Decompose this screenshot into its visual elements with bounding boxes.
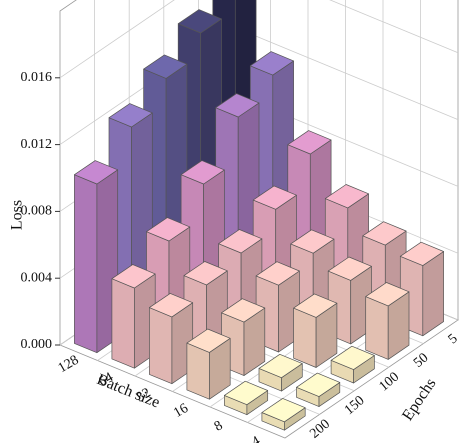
z-tick-label: 0.016 xyxy=(21,70,53,85)
bar-top xyxy=(362,221,407,246)
bar-top xyxy=(143,54,188,79)
y-tick-label: 8 xyxy=(212,418,226,434)
bar-top xyxy=(215,93,260,118)
y-tick-label: 4 xyxy=(249,434,263,443)
z-tick-label: 0.012 xyxy=(21,137,53,152)
z-tick-label: 0.004 xyxy=(21,270,53,285)
bar-top xyxy=(149,293,194,318)
bar-top xyxy=(111,264,156,289)
bar-top xyxy=(330,345,375,370)
bar-top xyxy=(324,184,369,209)
bar-top xyxy=(186,328,231,353)
grid-line xyxy=(59,0,459,79)
bar-top xyxy=(365,282,410,307)
bar-side xyxy=(74,174,98,354)
bar-top xyxy=(224,380,269,406)
bar-top xyxy=(249,51,294,76)
bar-side xyxy=(186,342,210,400)
bar-top xyxy=(261,398,306,423)
z-tick-label: 0.000 xyxy=(21,337,53,352)
bar-top xyxy=(255,261,300,286)
bar-top xyxy=(290,229,335,254)
z-axis-label: Loss xyxy=(9,200,26,230)
bar-top xyxy=(183,261,228,286)
bar-side xyxy=(365,296,389,360)
y-tick-label: 128 xyxy=(56,353,82,376)
bar-side xyxy=(111,278,135,369)
bar-top xyxy=(221,298,266,323)
bar-top xyxy=(180,160,225,185)
y-tick-label: 64 xyxy=(96,370,116,390)
bar-top xyxy=(108,103,153,128)
x-axis-label: Epochs xyxy=(399,375,439,424)
bar-top xyxy=(252,185,297,210)
bar-side xyxy=(149,307,173,385)
x-tick-label: 5 xyxy=(446,331,461,347)
bar-top xyxy=(399,241,444,266)
x-tick-label: 50 xyxy=(411,350,431,370)
bar-top xyxy=(218,229,263,254)
bar-side xyxy=(422,251,444,337)
y-tick-label: 16 xyxy=(171,401,191,421)
bar-top xyxy=(146,217,191,242)
bar-top xyxy=(74,160,119,185)
bar-top xyxy=(177,9,222,34)
z-tick-label: 0.008 xyxy=(21,204,53,219)
y-tick-label: 32 xyxy=(134,386,154,406)
bar-top xyxy=(258,353,303,379)
bar-top xyxy=(287,130,332,155)
bar-top xyxy=(327,256,372,281)
bar-side xyxy=(293,307,317,368)
bar-top xyxy=(293,293,338,318)
bar-top xyxy=(296,372,341,397)
